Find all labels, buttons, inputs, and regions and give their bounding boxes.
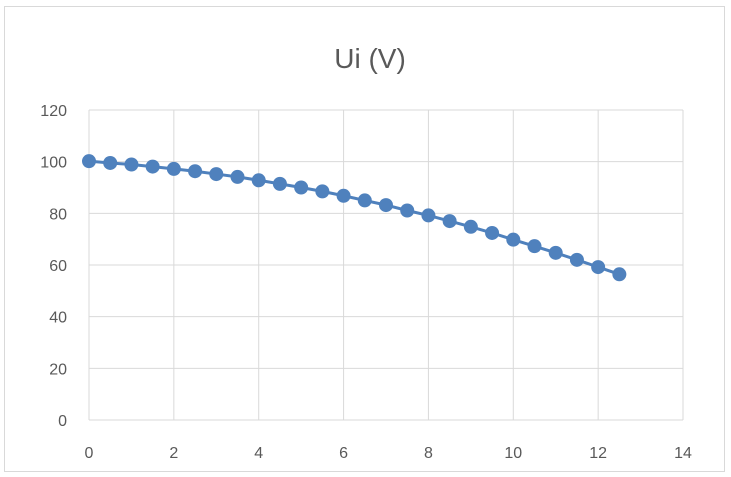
data-point <box>591 260 606 275</box>
x-tick-label: 8 <box>424 445 433 462</box>
x-tick-label: 4 <box>254 445 263 462</box>
chart-area <box>4 6 725 472</box>
data-point <box>485 225 500 240</box>
series-line <box>88 159 620 276</box>
data-point <box>251 173 266 188</box>
data-point <box>527 239 542 254</box>
data-point <box>612 267 627 282</box>
data-point <box>569 252 584 267</box>
data-point <box>272 176 287 191</box>
data-point <box>145 159 160 174</box>
data-point <box>315 184 330 199</box>
tick-labels: 0 20 40 60 80 100 120 0 2 4 6 8 10 12 14 <box>40 103 692 462</box>
y-tick-label: 100 <box>40 155 67 172</box>
data-point <box>379 198 393 213</box>
data-point <box>400 203 415 218</box>
data-point <box>166 161 181 176</box>
y-tick-label: 80 <box>49 206 67 223</box>
y-tick-label: 40 <box>49 310 67 327</box>
data-point <box>188 164 203 179</box>
data-point <box>506 232 521 247</box>
data-point <box>124 157 139 172</box>
data-point <box>336 188 351 203</box>
x-tick-label: 12 <box>589 445 607 462</box>
x-tick-label: 0 <box>85 445 94 462</box>
data-point <box>209 167 224 182</box>
data-point <box>357 193 372 208</box>
data-point <box>103 155 118 170</box>
data-point <box>230 169 245 184</box>
y-tick-label: 60 <box>49 258 67 275</box>
x-tick-label: 14 <box>674 445 692 462</box>
gridlines <box>88 109 684 421</box>
x-tick-label: 2 <box>169 445 178 462</box>
series <box>82 154 627 282</box>
y-tick-label: 120 <box>40 103 67 120</box>
y-tick-label: 0 <box>58 413 67 430</box>
data-point <box>463 219 478 234</box>
data-point <box>442 214 457 229</box>
data-point <box>294 180 309 195</box>
y-tick-label: 20 <box>49 361 67 378</box>
chart-title: Ui (V) <box>334 43 406 74</box>
x-tick-label: 6 <box>339 445 348 462</box>
x-tick-label: 10 <box>504 445 522 462</box>
data-point <box>421 208 436 223</box>
data-point <box>82 154 96 169</box>
data-point <box>548 245 563 260</box>
